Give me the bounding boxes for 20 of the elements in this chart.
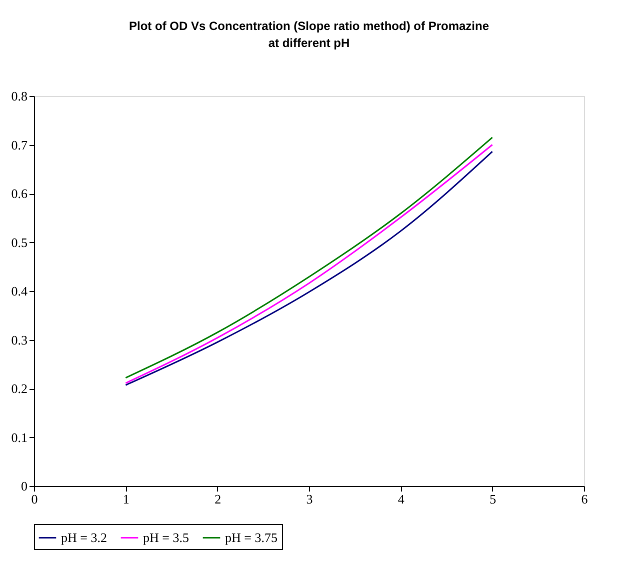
y-tick-label: 0.8 (11, 88, 28, 104)
legend-label: pH = 3.75 (225, 530, 278, 545)
legend-label: pH = 3.2 (61, 530, 107, 545)
y-tick-label: 0.5 (11, 234, 28, 250)
y-tick-label: 0.3 (11, 332, 28, 348)
legend-label: pH = 3.5 (143, 530, 189, 545)
x-tick-label: 3 (306, 492, 313, 506)
y-tick-label: 0.1 (11, 430, 28, 445)
chart-title: Plot of OD Vs Concentration (Slope ratio method) of Promazine at different pH (128, 19, 490, 50)
y-tick-label: 0.7 (11, 137, 28, 152)
y-tick-label: 0 (21, 478, 28, 494)
x-tick-label: 2 (214, 492, 222, 506)
x-tick-label: 6 (581, 492, 588, 506)
x-tick-label: 1 (122, 492, 130, 506)
x-tick-label: 5 (490, 492, 496, 506)
x-tick-label: 0 (31, 492, 38, 506)
x-tick-label: 4 (398, 492, 405, 506)
y-tick-label: 0.4 (11, 284, 28, 298)
y-tick-label: 0.2 (11, 381, 28, 396)
y-tick-label: 0.6 (11, 186, 28, 201)
